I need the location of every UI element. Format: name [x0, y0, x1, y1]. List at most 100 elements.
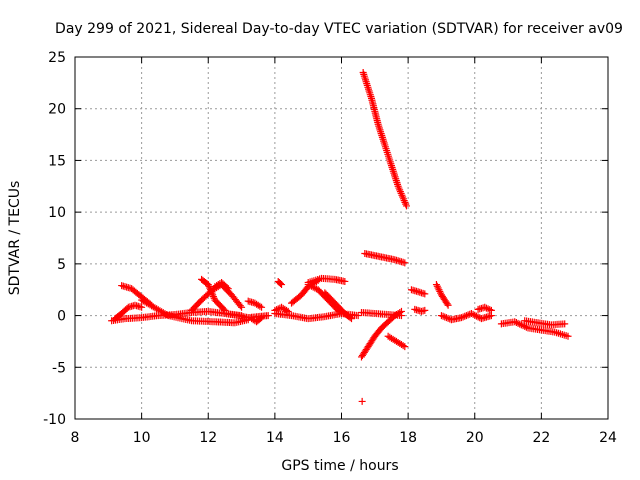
data-point	[564, 332, 572, 340]
data-point	[276, 280, 284, 288]
data-point	[256, 302, 264, 310]
data-point	[138, 303, 146, 311]
x-tick-label: 12	[199, 430, 217, 446]
data-point	[433, 282, 441, 290]
data-point	[519, 322, 527, 330]
x-axis-label: GPS time / hours	[281, 458, 398, 474]
data-point	[209, 293, 217, 301]
data-point	[461, 312, 469, 320]
data-point	[516, 320, 524, 328]
data-point	[309, 283, 317, 291]
data-point	[432, 281, 440, 289]
x-tick-labels: 8 10 12 14 16 18 20 22 24	[71, 430, 617, 446]
data-point	[399, 342, 407, 350]
y-tick-labels: -10 -5 0 5 10 15 20 25	[43, 50, 66, 428]
y-tick-label: 20	[48, 102, 66, 118]
data-point	[304, 281, 312, 289]
chart-title: Day 299 of 2021, Sidereal Day-to-day VTE…	[55, 21, 623, 37]
data-point	[346, 314, 354, 322]
data-point	[224, 285, 232, 293]
data-point	[441, 313, 449, 321]
data-point	[442, 314, 450, 322]
data-point	[561, 320, 569, 328]
grid-layer	[75, 57, 608, 419]
data-point	[517, 321, 525, 329]
data-point	[472, 312, 480, 320]
data-point	[444, 301, 452, 309]
data-point	[462, 312, 470, 320]
data-point	[457, 314, 465, 322]
data-point	[444, 314, 452, 322]
data-point	[236, 302, 244, 310]
data-point	[401, 259, 409, 267]
y-tick-label: 10	[48, 205, 66, 221]
data-point	[264, 312, 272, 320]
data-point	[469, 310, 477, 318]
data-point	[486, 306, 494, 314]
data-point	[482, 304, 490, 312]
data-point	[341, 277, 349, 285]
data-point	[163, 311, 171, 319]
y-tick-label: 5	[57, 257, 66, 273]
y-tick-label: 0	[57, 309, 66, 325]
data-point	[256, 315, 264, 323]
data-point	[206, 284, 214, 292]
data-point	[308, 282, 316, 290]
y-axis-label: SDTVAR / TECUs	[7, 181, 23, 296]
y-tick-label: -10	[43, 412, 66, 428]
data-point	[481, 303, 489, 311]
data-point	[435, 286, 443, 294]
x-tick-label: 18	[399, 430, 417, 446]
x-tick-label: 8	[71, 430, 80, 446]
data-point	[258, 303, 266, 311]
tick-layer	[74, 56, 609, 420]
data-point	[354, 312, 362, 320]
data-point	[347, 315, 355, 323]
x-tick-label: 14	[266, 430, 284, 446]
data-point	[206, 286, 214, 294]
data-point	[205, 282, 213, 290]
data-point	[204, 281, 212, 289]
data-point	[436, 287, 444, 295]
data-point	[311, 284, 319, 292]
y-tick-label: 25	[48, 50, 66, 66]
data-point	[439, 312, 447, 320]
data-points	[108, 69, 572, 405]
data-point	[437, 312, 445, 320]
data-point	[220, 305, 228, 313]
data-point	[278, 281, 286, 289]
data-point	[258, 314, 266, 322]
x-tick-label: 24	[599, 430, 617, 446]
data-point	[443, 300, 451, 308]
data-point	[421, 306, 429, 314]
data-point	[474, 313, 482, 321]
data-point	[487, 306, 495, 314]
data-point	[208, 289, 216, 297]
data-point	[207, 287, 215, 295]
x-tick-label: 10	[133, 430, 151, 446]
x-tick-label: 20	[466, 430, 484, 446]
data-point	[434, 284, 442, 292]
data-point	[401, 343, 409, 351]
data-point	[467, 310, 475, 318]
data-point	[421, 290, 429, 298]
data-point	[238, 303, 246, 311]
data-point	[306, 281, 314, 289]
data-point	[514, 319, 522, 327]
data-point	[511, 318, 519, 326]
data-point	[459, 313, 467, 321]
data-point	[471, 311, 479, 319]
data-point	[223, 283, 231, 291]
data-point	[358, 397, 366, 405]
y-tick-label: 15	[48, 153, 66, 169]
x-tick-label: 16	[333, 430, 351, 446]
data-point	[402, 202, 410, 210]
plot-frame	[74, 56, 609, 420]
data-point	[209, 291, 217, 299]
data-point	[522, 323, 530, 331]
data-point	[484, 305, 492, 313]
data-point	[512, 319, 520, 327]
y-tick-label: -5	[52, 360, 66, 376]
x-tick-label: 22	[532, 430, 550, 446]
